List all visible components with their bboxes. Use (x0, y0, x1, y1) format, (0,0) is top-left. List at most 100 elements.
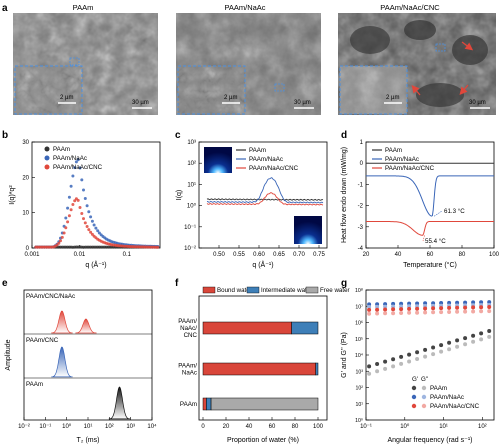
panel-e-peak-0-1 (75, 318, 97, 334)
panel-g-legend-1: PAAm/NaAc (430, 394, 464, 401)
panel-g-point-4 (463, 305, 468, 310)
panel-g-point-4 (447, 305, 452, 310)
panel-b-ytick-label: 30 (22, 140, 29, 146)
panel-g-xtick-label: 10⁻¹ (360, 424, 372, 430)
panel-b-point-1 (94, 226, 98, 230)
panel-letter-c: c (175, 130, 181, 141)
panel-g-point-5 (391, 311, 396, 316)
panel-d-line-2 (366, 221, 494, 236)
panel-f-bar-1-0 (202, 362, 316, 376)
panel-b-xtick-label: 0.001 (24, 252, 40, 258)
panel-b-ytick-label: 10 (22, 211, 29, 217)
panel-d-line-1 (366, 175, 494, 217)
panel-f-bar-2-1 (206, 397, 212, 411)
panel-d-legend-1: PAAm/NaAc (385, 156, 419, 163)
scale-bar-large-paam: 30 µm (132, 100, 149, 106)
panel-f-xtick-label: 0 (201, 424, 205, 430)
panel-d-annotation-naac: 61.3 °C (444, 208, 465, 215)
panel-b-ylabel: I(q)*q² (9, 185, 16, 205)
panel-b-point-1 (74, 160, 78, 164)
panel-g-point-1 (471, 339, 476, 344)
panel-g-point-5 (439, 310, 444, 315)
panel-g-point-4 (423, 306, 428, 311)
panel-b-point-2 (80, 212, 84, 215)
panel-g-ytick-label: 10⁴ (355, 353, 363, 359)
panel-b-point-1 (80, 178, 84, 182)
panel-g-point-0 (455, 338, 460, 343)
panel-g-point-1 (375, 369, 380, 374)
panel-d-xtick-label: 60 (427, 252, 434, 258)
panel-g-point-5 (383, 311, 388, 316)
panel-b-legend-1: PAAm/NaAc (53, 155, 87, 162)
panel-b-point-2 (64, 226, 68, 230)
panel-g-point-5 (399, 311, 404, 315)
panel-g-ytick-label: 10¹ (356, 402, 364, 408)
scale-bar-small-cnc: 2 µm (386, 95, 399, 101)
panel-f-xtick-label: 40 (246, 424, 253, 430)
panel-g-point-4 (399, 307, 404, 312)
panel-g-xtick-label: 10¹ (439, 424, 448, 430)
panel-d-annotation-line-cnc (422, 235, 425, 242)
panel-d: d 20 40 60 80 100 -4 -3 -2 -1 0 1 Temperature (°C)… (341, 130, 500, 269)
panel-d-xtick-label: 100 (489, 252, 500, 258)
panel-b-point-2 (76, 198, 80, 202)
panel-g-point-1 (463, 342, 468, 347)
panel-b-ticks: 0.001 0.01 0.1 0 10 20 30 (22, 140, 131, 258)
panel-g-point-0 (383, 359, 388, 364)
panel-g-point-5 (479, 309, 484, 314)
panel-b-point-1 (96, 229, 100, 233)
panel-f-bar-1-1 (315, 362, 319, 376)
panel-g-point-0 (463, 336, 468, 341)
panel-g-point-4 (431, 306, 436, 311)
panel-c-xtick-label: 0.70 (293, 252, 305, 258)
panel-g-point-4 (487, 305, 492, 309)
panel-g-point-1 (399, 361, 404, 366)
panel-f-xlabel: Proportion of water (%) (227, 437, 299, 444)
panel-b-point-1 (87, 210, 91, 214)
panel-c-xtick-label: 0.65 (273, 252, 285, 258)
panel-g-ylabel: G' and G'' (Pa) (341, 332, 348, 378)
panel-b-point-2 (59, 239, 62, 243)
panel-b-xtick-label: 0.1 (123, 252, 132, 258)
panel-e-xtick-label: 10² (105, 424, 114, 430)
panel-b-point-1 (82, 188, 85, 192)
panel-letter-d: d (341, 130, 347, 141)
panel-e-peak-0-0 (51, 310, 73, 334)
panel-g-point-3 (367, 305, 372, 309)
panel-c-ytick-label: 10⁻¹ (184, 225, 196, 231)
panel-b-point-1 (85, 204, 89, 208)
panel-g-data (367, 300, 492, 376)
panel-c-ylabel: I(q) (176, 190, 183, 201)
panel-g-point-3 (383, 304, 388, 309)
panel-b-legend-0: PAAm (53, 146, 70, 153)
panel-g-point-0 (399, 354, 404, 359)
panel-b-point-2 (69, 208, 73, 212)
panel-g-point-1 (423, 354, 428, 359)
panel-d-ylabel: Heat flow endo down (mW/mg) (341, 147, 348, 243)
panel-g-point-1 (383, 366, 388, 371)
panel-g-point-2 (487, 300, 492, 305)
panel-b-point-2 (89, 230, 93, 234)
panel-g-point-0 (391, 357, 396, 362)
panel-b-point-2 (83, 221, 87, 225)
panel-g-point-0 (375, 362, 380, 366)
panel-f-category-label: CNC (184, 332, 198, 339)
panel-f-bar-0-1 (291, 321, 319, 335)
panel-b-point-2 (67, 214, 71, 218)
panel-b-point-1 (73, 166, 77, 170)
panel-g-point-0 (471, 333, 476, 338)
panel-b-xlabel: q (Å⁻¹) (85, 260, 106, 269)
panel-g-ytick-label: 10⁵ (355, 337, 363, 343)
scale-bar-large-paam-naac: 30 µm (294, 100, 311, 106)
sem-title-paam-naac: PAAm/NaAc (224, 3, 265, 12)
panel-d-ytick-label: -3 (358, 225, 364, 231)
panel-c-ytick-label: 10⁰ (187, 203, 197, 210)
panel-c-line-0 (206, 198, 324, 201)
panel-g-point-4 (367, 307, 372, 312)
panel-g-point-4 (471, 305, 476, 310)
panel-b-point-1 (78, 166, 82, 170)
panel-d-ytick-label: -4 (358, 246, 364, 252)
panel-g-point-0 (487, 329, 492, 333)
